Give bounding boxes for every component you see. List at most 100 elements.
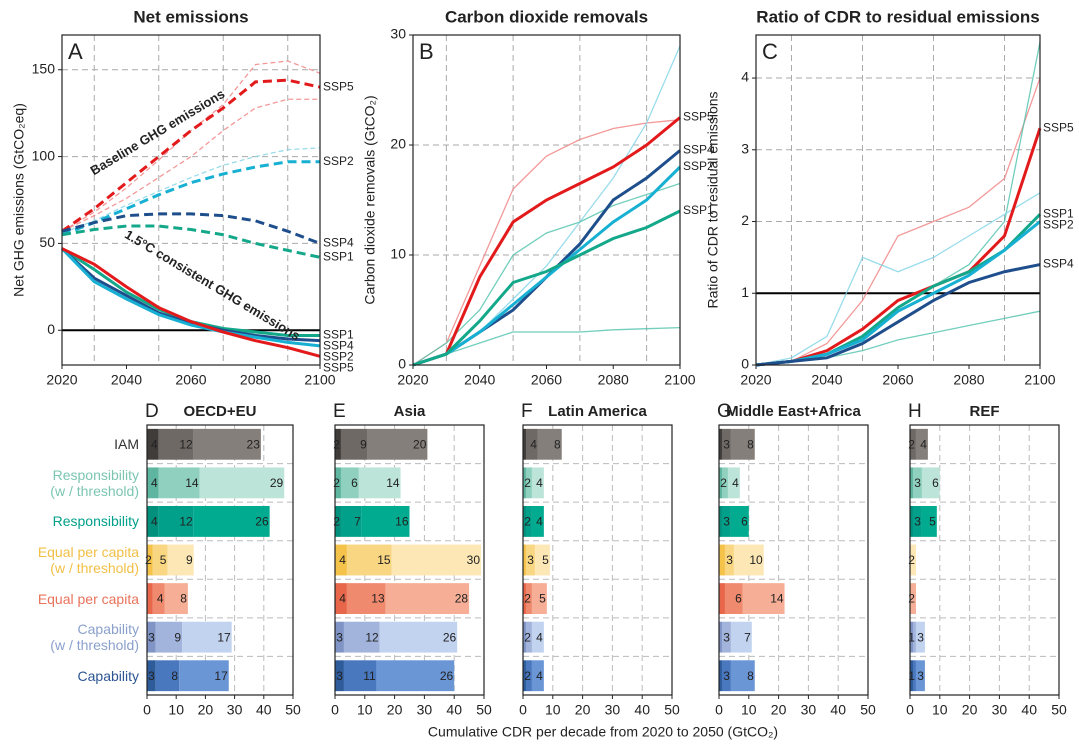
x-tick-label: 20 <box>771 702 787 718</box>
bar-segment <box>525 428 538 460</box>
category-label: Responsibility <box>52 513 139 530</box>
bar-value-label: 12 <box>179 515 193 529</box>
category-label: Capability (w / threshold) <box>50 621 139 654</box>
series-line <box>61 247 321 358</box>
x-tick-label: 50 <box>476 702 492 718</box>
bar-segment <box>152 544 168 576</box>
bar-value-label: 1 <box>908 630 915 644</box>
x-tick-label: 40 <box>256 702 272 718</box>
bar-value-label: 8 <box>554 437 561 451</box>
x-tick-label: 2060 <box>882 372 913 388</box>
series-label: SSP1 <box>683 203 714 217</box>
bar-segment <box>910 428 916 460</box>
series-line <box>61 60 321 232</box>
bar-segment <box>147 506 159 537</box>
bar-value-label: 2 <box>908 553 915 567</box>
bar-segment <box>335 621 344 653</box>
category-label: IAM <box>114 436 139 453</box>
y-tick-label: 20 <box>390 136 406 152</box>
x-tick-label: 20 <box>962 702 978 718</box>
bar-value-label: 2 <box>720 476 727 490</box>
bar-value-label: 4 <box>339 592 346 606</box>
series-line <box>61 98 320 232</box>
x-tick-label: 2060 <box>175 372 206 388</box>
panel-letter: H <box>908 401 922 422</box>
panel-letter: C <box>762 39 778 64</box>
x-tick-label: 0 <box>715 702 723 718</box>
bar-value-label: 2 <box>145 553 152 567</box>
plot-frame <box>146 424 294 696</box>
series-line <box>755 127 1042 367</box>
bar-segment <box>523 621 526 653</box>
x-tick-label: 40 <box>634 702 650 718</box>
bar-value-label: 4 <box>536 630 543 644</box>
bar-segment <box>335 428 341 460</box>
bar-value-label: 4 <box>530 437 537 451</box>
bar-value-label: 23 <box>247 437 261 451</box>
series-label: SSP4 <box>323 236 354 250</box>
bar-value-label: 26 <box>440 669 454 683</box>
bar-segment <box>534 544 550 576</box>
bar-value-label: 8 <box>747 437 754 451</box>
bar-value-label: 4 <box>536 669 543 683</box>
series-line <box>755 42 1041 366</box>
x-tick-label: 10 <box>168 702 184 718</box>
bar-segment <box>523 428 526 460</box>
bar-value-label: 12 <box>365 630 379 644</box>
y-axis-label: Carbon dioxide removals (GtCO₂) <box>362 95 378 304</box>
category-label: Equal per capita (w / threshold) <box>37 544 139 576</box>
bar-segment <box>335 506 341 537</box>
bar-value-label: 28 <box>455 592 469 606</box>
bar-value-label: 2 <box>908 437 915 451</box>
x-tick-label: 50 <box>860 702 876 718</box>
bar-segment <box>155 621 183 653</box>
x-tick-label: 0 <box>519 702 527 718</box>
x-tick-label: 2100 <box>1024 372 1055 388</box>
bar-segment <box>721 428 731 460</box>
bar-segment <box>182 621 232 653</box>
bar-segment <box>193 428 261 460</box>
bar-value-label: 2 <box>333 437 340 451</box>
bar-segment <box>724 583 743 614</box>
bar-segment <box>391 544 482 576</box>
bar-segment <box>147 467 159 499</box>
x-tick-label: 30 <box>605 702 621 718</box>
plot-frame <box>334 424 485 696</box>
x-tick-label: 2100 <box>664 372 695 388</box>
bar-segment <box>340 467 359 499</box>
bar-value-label: 3 <box>914 476 921 490</box>
bar-segment <box>525 660 532 692</box>
bar-segment <box>915 428 928 460</box>
bar-value-label: 14 <box>386 476 400 490</box>
bar-value-label: 6 <box>351 476 358 490</box>
panel-letter: D <box>145 401 159 422</box>
bar-value-label: 3 <box>723 515 730 529</box>
shared-x-axis-label: Cumulative CDR per decade from 2020 to 2… <box>428 724 778 740</box>
bar-value-label: 6 <box>735 592 742 606</box>
bar-segment <box>730 621 752 653</box>
bar-value-label: 26 <box>443 630 457 644</box>
series-line <box>61 160 320 237</box>
bar-segment <box>531 660 544 692</box>
bar-segment <box>727 467 740 499</box>
bar-segment <box>199 467 285 499</box>
chart-title: REF <box>970 403 1000 420</box>
bar-segment <box>523 583 526 614</box>
y-axis-label: Ratio of CDR to residual emissions <box>705 91 721 308</box>
series-line <box>61 78 321 233</box>
series-label: SSP2 <box>683 159 714 173</box>
bar-segment <box>158 467 200 499</box>
bar-segment <box>343 660 377 692</box>
bar-segment <box>719 660 722 692</box>
series-label: SSP1 <box>323 328 354 342</box>
bar-value-label: 4 <box>536 515 543 529</box>
y-tick-label: 0 <box>741 356 749 372</box>
series-label: SSP4 <box>683 143 714 157</box>
series-line <box>412 209 681 367</box>
x-tick-label: 0 <box>906 702 914 718</box>
bar-segment <box>367 428 428 460</box>
annotation: Baseline GHG emissions <box>88 86 228 178</box>
bar-value-label: 9 <box>360 437 367 451</box>
panel-letter: A <box>68 39 83 64</box>
plot-frame <box>522 424 673 696</box>
